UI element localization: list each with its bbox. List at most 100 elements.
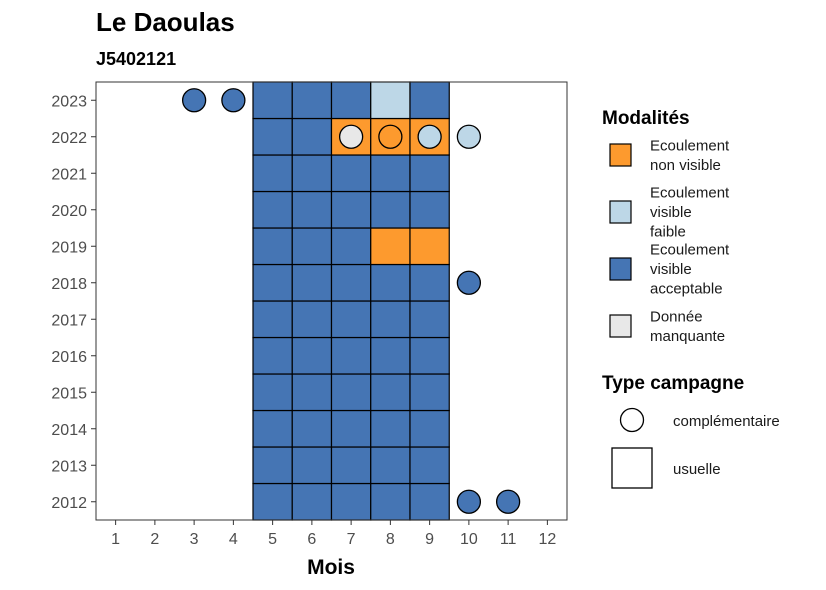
x-tick-label-6: 6 xyxy=(307,531,316,548)
legend-modalites-title: Modalités xyxy=(602,108,690,129)
y-tick-label-2021: 2021 xyxy=(51,166,87,183)
cell-2015-8 xyxy=(370,373,411,412)
cell-2018-5 xyxy=(252,263,293,302)
cell-2020-8 xyxy=(370,190,411,229)
cell-2020-9 xyxy=(409,190,450,229)
point-2022-10 xyxy=(456,124,482,149)
cell-2023-7 xyxy=(330,81,372,120)
y-tick-label-2013: 2013 xyxy=(51,458,87,475)
x-tick-label-11: 11 xyxy=(500,531,517,548)
legend-key-va xyxy=(609,257,632,281)
legend-label-dm-0: Donnée xyxy=(650,308,703,325)
point-2022-7 xyxy=(338,124,364,149)
cell-2019-8 xyxy=(370,227,411,266)
legend-label-vf-1: visible xyxy=(650,204,692,221)
cell-2016-9 xyxy=(409,336,450,375)
legend-label-nv-0: Ecoulement xyxy=(650,137,730,154)
y-tick-label-2012: 2012 xyxy=(51,495,87,512)
x-tick-label-5: 5 xyxy=(268,531,277,548)
cell-2014-9 xyxy=(409,409,450,448)
cell-2012-8 xyxy=(370,482,411,521)
cell-2018-8 xyxy=(370,263,411,302)
cell-2023-5 xyxy=(252,81,293,120)
cell-2012-5 xyxy=(252,482,293,521)
point-2022-9 xyxy=(417,124,442,149)
point-2023-4 xyxy=(221,88,246,113)
x-axis-label: Mois xyxy=(307,556,355,579)
cell-2013-7 xyxy=(330,446,372,485)
cell-2012-7 xyxy=(330,482,372,521)
cell-2015-9 xyxy=(409,373,450,412)
legend-modalites: Modalités Ecoulement non visible Ecoulemen… xyxy=(602,108,730,345)
legend-type-campagne: Type campagne complémentaire usuelle xyxy=(602,373,780,489)
cell-2019-5 xyxy=(252,227,293,266)
cell-2016-8 xyxy=(370,336,411,375)
y-tick-label-2020: 2020 xyxy=(51,203,87,220)
cell-2017-7 xyxy=(330,300,372,339)
point-2022-8 xyxy=(378,124,403,149)
cell-2016-6 xyxy=(291,336,333,375)
cell-2013-6 xyxy=(291,446,333,485)
legend-type-campagne-title: Type campagne xyxy=(602,373,744,394)
cell-2013-5 xyxy=(252,446,293,485)
cell-2015-7 xyxy=(330,373,372,412)
cell-2023-8 xyxy=(370,81,411,120)
cell-2019-7 xyxy=(330,227,372,266)
cell-2012-6 xyxy=(291,482,333,521)
legend-key-vf xyxy=(609,200,632,224)
cell-2020-7 xyxy=(330,190,372,229)
cell-2019-6 xyxy=(291,227,333,266)
y-tick-label-2016: 2016 xyxy=(51,349,87,366)
cell-2014-6 xyxy=(291,409,333,448)
cell-2021-8 xyxy=(370,154,411,193)
usuelle-cells xyxy=(252,81,450,521)
x-tick-label-7: 7 xyxy=(347,531,356,548)
cell-2021-7 xyxy=(330,154,372,193)
legend-label-dm-1: manquante xyxy=(650,328,725,345)
x-tick-label-9: 9 xyxy=(425,531,434,548)
x-tick-label-4: 4 xyxy=(229,531,238,548)
cell-2017-8 xyxy=(370,300,411,339)
cell-2023-9 xyxy=(409,81,450,120)
x-tick-label-8: 8 xyxy=(386,531,395,548)
x-axis: 1 2 3 4 5 6 7 8 9 10 11 12 xyxy=(111,520,556,548)
cell-2021-5 xyxy=(252,154,293,193)
cell-2021-9 xyxy=(409,154,450,193)
point-2023-3 xyxy=(181,88,207,113)
cell-2018-9 xyxy=(409,263,450,302)
cell-2016-5 xyxy=(252,336,293,375)
cell-2021-6 xyxy=(291,154,333,193)
legend-key-square xyxy=(611,447,653,489)
y-tick-label-2018: 2018 xyxy=(51,276,87,293)
plot-area xyxy=(95,81,568,521)
cell-2023-6 xyxy=(291,81,333,120)
cell-2017-5 xyxy=(252,300,293,339)
cell-2014-8 xyxy=(370,409,411,448)
legend-key-dm xyxy=(609,314,632,338)
legend-label-circle: complémentaire xyxy=(673,413,780,430)
point-2012-11 xyxy=(495,489,521,514)
x-tick-label-3: 3 xyxy=(190,531,199,548)
x-tick-label-12: 12 xyxy=(538,531,556,548)
legend-label-va-1: visible xyxy=(650,261,692,278)
legend-label-nv-1: non visible xyxy=(650,157,721,174)
y-tick-label-2022: 2022 xyxy=(51,130,87,147)
complementaire-points xyxy=(181,88,521,514)
cell-2012-9 xyxy=(409,482,450,521)
legend-key-nv xyxy=(609,143,632,167)
cell-2013-9 xyxy=(409,446,450,485)
x-tick-label-10: 10 xyxy=(460,531,478,548)
legend-label-vf-2: faible xyxy=(650,224,686,241)
x-tick-label-2: 2 xyxy=(150,531,159,548)
legend-label-vf-0: Ecoulement xyxy=(650,185,730,202)
cell-2020-6 xyxy=(291,190,333,229)
chart-subtitle: J5402121 xyxy=(96,49,176,69)
cell-2017-6 xyxy=(291,300,333,339)
y-tick-label-2014: 2014 xyxy=(51,422,87,439)
chart-title: Le Daoulas xyxy=(96,7,235,37)
cell-2014-7 xyxy=(330,409,372,448)
cell-2019-9 xyxy=(409,227,450,266)
y-axis: 2012 2013 2014 2015 2016 2017 2018 2019 2020 2021… xyxy=(51,93,96,512)
cell-2017-9 xyxy=(409,300,450,339)
